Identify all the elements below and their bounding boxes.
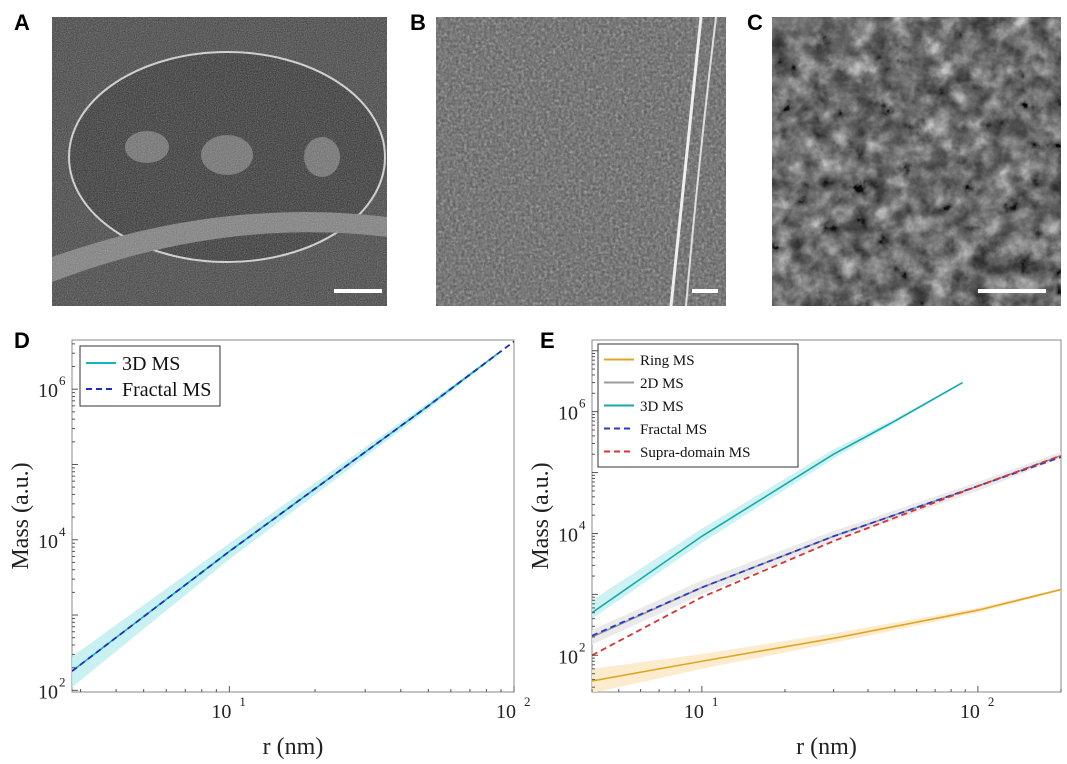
line-e-supra-domain-ms	[592, 454, 1061, 657]
y-tick-exp-e-0: 2	[579, 639, 586, 654]
legend-label-e-ring-ms: Ring MS	[640, 353, 695, 369]
y-tick-exp-d-2: 6	[59, 373, 66, 388]
y-tick-exp-e-1: 4	[579, 517, 586, 532]
series-group-d	[72, 340, 514, 688]
scale-bar-b	[692, 289, 718, 293]
x-tick-exp-e-0: 1	[712, 694, 719, 709]
x-tick-label-e-0: 10	[684, 701, 704, 723]
y-axis-label-d: Mass (a.u.)	[8, 462, 34, 569]
legend-label-d-3d-ms: 3D MS	[122, 353, 180, 375]
panel-letter-e: E	[540, 328, 555, 353]
y-tick-label-d-1: 10	[38, 531, 58, 553]
band-d-3d-ms	[72, 352, 499, 688]
legend-label-e-3d-ms: 3D MS	[640, 399, 684, 415]
legend-label-d-fractal-ms: Fractal MS	[122, 379, 211, 401]
line-e-3d-ms	[592, 381, 963, 614]
line-d-fractal-ms	[72, 340, 514, 672]
legend-box-d	[79, 345, 221, 407]
panel-letter-d: D	[14, 328, 30, 353]
legend-label-e-supra-domain-ms: Supra-domain MS	[640, 445, 750, 461]
x-axis-label-d: r (nm)	[263, 734, 324, 760]
panel-letter-a: A	[14, 10, 30, 35]
y-axis-label-e: Mass (a.u.)	[528, 462, 554, 569]
legend-label-e-2d-ms: 2D MS	[640, 376, 684, 392]
y-tick-label-d-2: 10	[38, 380, 58, 402]
y-tick-exp-d-1: 4	[59, 524, 66, 539]
y-tick-label-e-2: 10	[558, 403, 578, 425]
x-tick-label-e-1: 10	[960, 701, 980, 723]
y-tick-exp-d-0: 2	[59, 674, 66, 689]
x-tick-exp-d-0: 1	[239, 694, 246, 709]
panel-letter-c: C	[747, 10, 763, 35]
micrograph-c	[772, 17, 1061, 306]
x-axis-label-e: r (nm)	[796, 734, 857, 760]
legend-label-e-fractal-ms: Fractal MS	[640, 422, 707, 438]
x-tick-label-d-0: 10	[211, 701, 231, 723]
y-tick-label-e-1: 10	[558, 524, 578, 546]
x-tick-exp-d-1: 2	[524, 694, 531, 709]
y-tick-label-e-0: 10	[558, 646, 578, 668]
x-tick-exp-e-1: 2	[988, 694, 995, 709]
line-e-ring-ms	[592, 588, 1061, 682]
scale-bar-a	[334, 289, 382, 293]
micrograph-a	[52, 17, 387, 306]
x-tick-label-d-1: 10	[496, 701, 516, 723]
panel-letter-b: B	[410, 10, 426, 35]
y-tick-exp-e-2: 6	[579, 396, 586, 411]
y-tick-label-d-0: 10	[38, 681, 58, 703]
scale-bar-c	[978, 289, 1046, 293]
micrograph-b	[436, 17, 726, 306]
series-group-e	[592, 381, 1061, 692]
